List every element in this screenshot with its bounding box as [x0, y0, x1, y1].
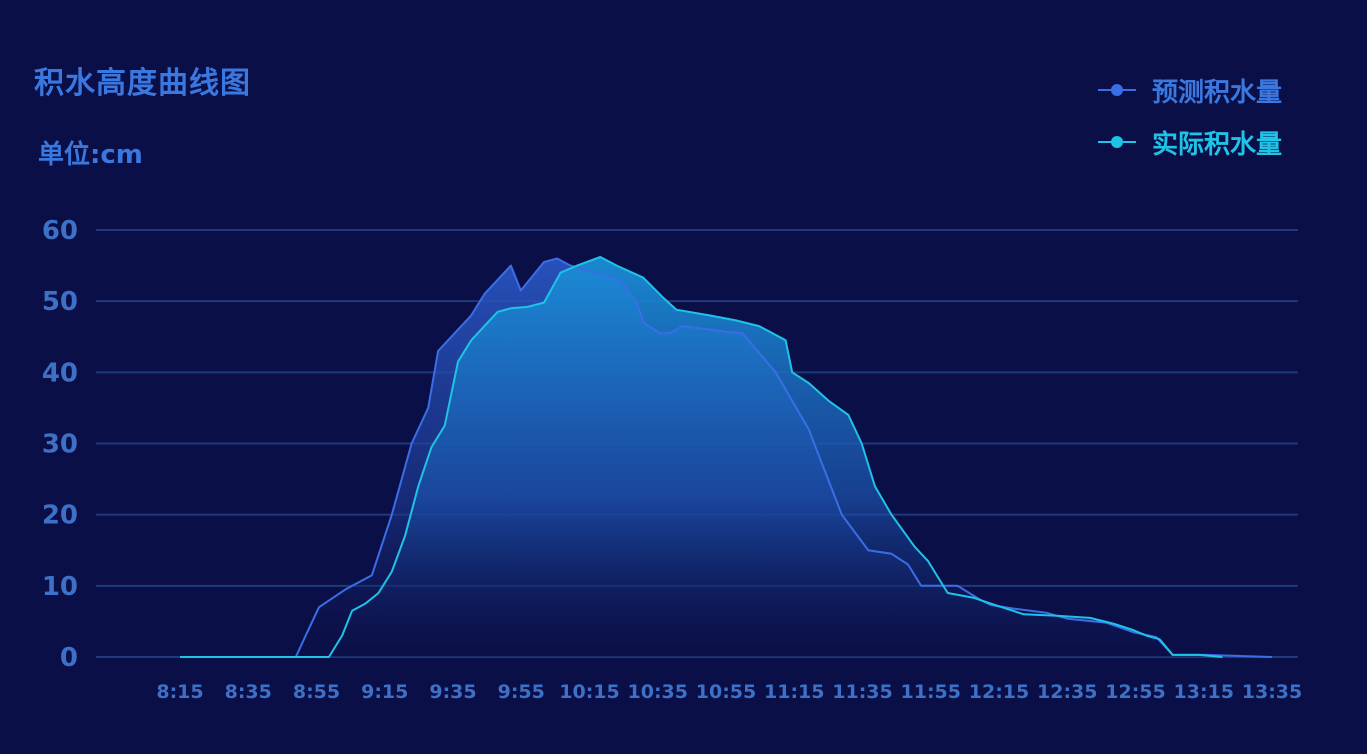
x-tick-label: 10:55: [696, 681, 756, 703]
x-tick-label: 9:55: [498, 681, 545, 703]
series-predicted-line: [180, 257, 1273, 658]
series-actual-area: [180, 257, 1223, 657]
y-tick-label: 0: [60, 643, 78, 673]
unit-label: 单位:cm: [38, 140, 143, 170]
x-tick-label: 11:35: [832, 681, 892, 703]
legend-label-predicted: 预测积水量: [1152, 77, 1283, 108]
x-axis-ticks: 8:15 8:35 8:55 9:15 9:35 9:55 10:15 10:35 10:55 1…: [156, 681, 1302, 703]
y-tick-label: 40: [42, 358, 78, 388]
y-tick-label: 30: [42, 430, 78, 460]
series-actual-line: [180, 256, 1223, 658]
x-tick-label: 11:15: [764, 681, 824, 703]
series-layer: [180, 256, 1273, 658]
x-tick-label: 9:35: [429, 681, 476, 703]
x-tick-label: 12:55: [1105, 681, 1165, 703]
y-axis-ticks: 0 10 20 30 40 50 60: [42, 216, 78, 673]
x-tick-label: 12:15: [969, 681, 1029, 703]
legend-item-predicted[interactable]: 预测积水量: [1098, 64, 1282, 116]
x-tick-label: 8:15: [156, 681, 203, 703]
x-tick-label: 9:15: [361, 681, 408, 703]
legend-item-actual[interactable]: 实际积水量: [1098, 116, 1282, 168]
x-tick-label: 11:55: [901, 681, 961, 703]
y-tick-label: 10: [42, 572, 78, 602]
x-tick-label: 13:35: [1242, 681, 1302, 703]
y-tick-label: 20: [42, 501, 78, 531]
legend-marker-actual-icon: [1098, 136, 1136, 148]
legend-label-actual: 实际积水量: [1152, 129, 1283, 160]
x-tick-label: 10:15: [559, 681, 619, 703]
y-tick-label: 50: [42, 287, 78, 317]
x-tick-label: 13:15: [1174, 681, 1234, 703]
chart-title: 积水高度曲线图: [34, 66, 251, 101]
x-tick-label: 8:55: [293, 681, 340, 703]
x-tick-label: 10:35: [628, 681, 688, 703]
y-tick-label: 60: [42, 216, 78, 246]
legend: 预测积水量 实际积水量: [1098, 64, 1282, 168]
legend-marker-predicted-icon: [1098, 84, 1136, 96]
x-tick-label: 12:35: [1037, 681, 1097, 703]
x-tick-label: 8:35: [225, 681, 272, 703]
